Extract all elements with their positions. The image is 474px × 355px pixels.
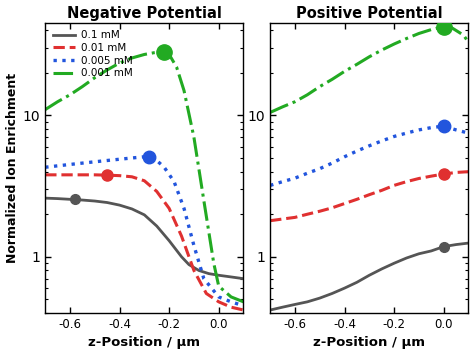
Title: Negative Potential: Negative Potential [67, 6, 222, 21]
X-axis label: z-Position / μm: z-Position / μm [88, 337, 201, 349]
Y-axis label: Normalized Ion Enrichment: Normalized Ion Enrichment [6, 73, 18, 263]
Legend: 0.1 mM, 0.01 mM, 0.005 mM, 0.001 mM: 0.1 mM, 0.01 mM, 0.005 mM, 0.001 mM [50, 28, 135, 80]
X-axis label: z-Position / μm: z-Position / μm [313, 337, 425, 349]
Title: Positive Potential: Positive Potential [296, 6, 443, 21]
